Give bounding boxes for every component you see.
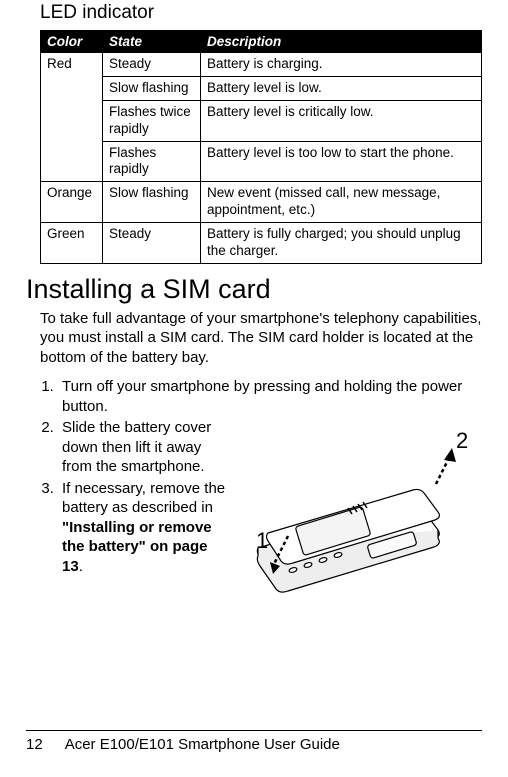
step-3-text-a: If necessary, remove the battery as desc… <box>62 480 225 517</box>
section-sim-title: Installing a SIM card <box>26 274 482 305</box>
cell-state: Slow flashing <box>103 182 201 223</box>
table-row: Orange Slow flashing New event (missed c… <box>41 182 482 223</box>
th-description: Description <box>201 31 482 53</box>
intro-paragraph: To take full advantage of your smartphon… <box>40 309 482 368</box>
cell-color-orange: Orange <box>41 182 103 223</box>
step-3: If necessary, remove the battery as desc… <box>58 479 226 577</box>
table-row: Red Steady Battery is charging. <box>41 53 482 77</box>
guide-title: Acer E100/E101 Smartphone User Guide <box>65 736 340 753</box>
cell-state: Steady <box>103 223 201 264</box>
table-row: Slow flashing Battery level is low. <box>41 76 482 100</box>
cell-desc: Battery level is critically low. <box>201 100 482 141</box>
cell-desc: Battery is charging. <box>201 53 482 77</box>
table-row: Flashes rapidly Battery level is too low… <box>41 141 482 182</box>
th-color: Color <box>41 31 103 53</box>
cell-desc: Battery is fully charged; you should unp… <box>201 223 482 264</box>
step-2: Slide the battery cover down then lift i… <box>58 418 226 477</box>
figure-label-1: 1 <box>256 528 268 553</box>
cell-state: Steady <box>103 53 201 77</box>
figure-label-2: 2 <box>456 428 468 453</box>
section-led-title: LED indicator <box>40 2 482 24</box>
page-number: 12 <box>26 736 43 753</box>
cell-desc: New event (missed call, new message, app… <box>201 182 482 223</box>
step-3-text-c: . <box>79 558 83 575</box>
th-state: State <box>103 31 201 53</box>
cell-state: Slow flashing <box>103 76 201 100</box>
table-row: Flashes twice rapidly Battery level is c… <box>41 100 482 141</box>
step-1: Turn off your smartphone by pressing and… <box>58 377 482 416</box>
cell-state: Flashes twice rapidly <box>103 100 201 141</box>
led-indicator-table: Color State Description Red Steady Batte… <box>40 30 482 264</box>
page-footer: 12 Acer E100/E101 Smartphone User Guide <box>26 730 482 753</box>
cell-desc: Battery level is low. <box>201 76 482 100</box>
table-row: Green Steady Battery is fully charged; y… <box>41 223 482 264</box>
cell-desc: Battery level is too low to start the ph… <box>201 141 482 182</box>
cell-color-red: Red <box>41 53 103 182</box>
step-3-crossref: "Installing or remove the battery" on pa… <box>62 519 212 575</box>
phone-figure: 1 2 <box>234 418 482 598</box>
cell-state: Flashes rapidly <box>103 141 201 182</box>
cell-color-green: Green <box>41 223 103 264</box>
